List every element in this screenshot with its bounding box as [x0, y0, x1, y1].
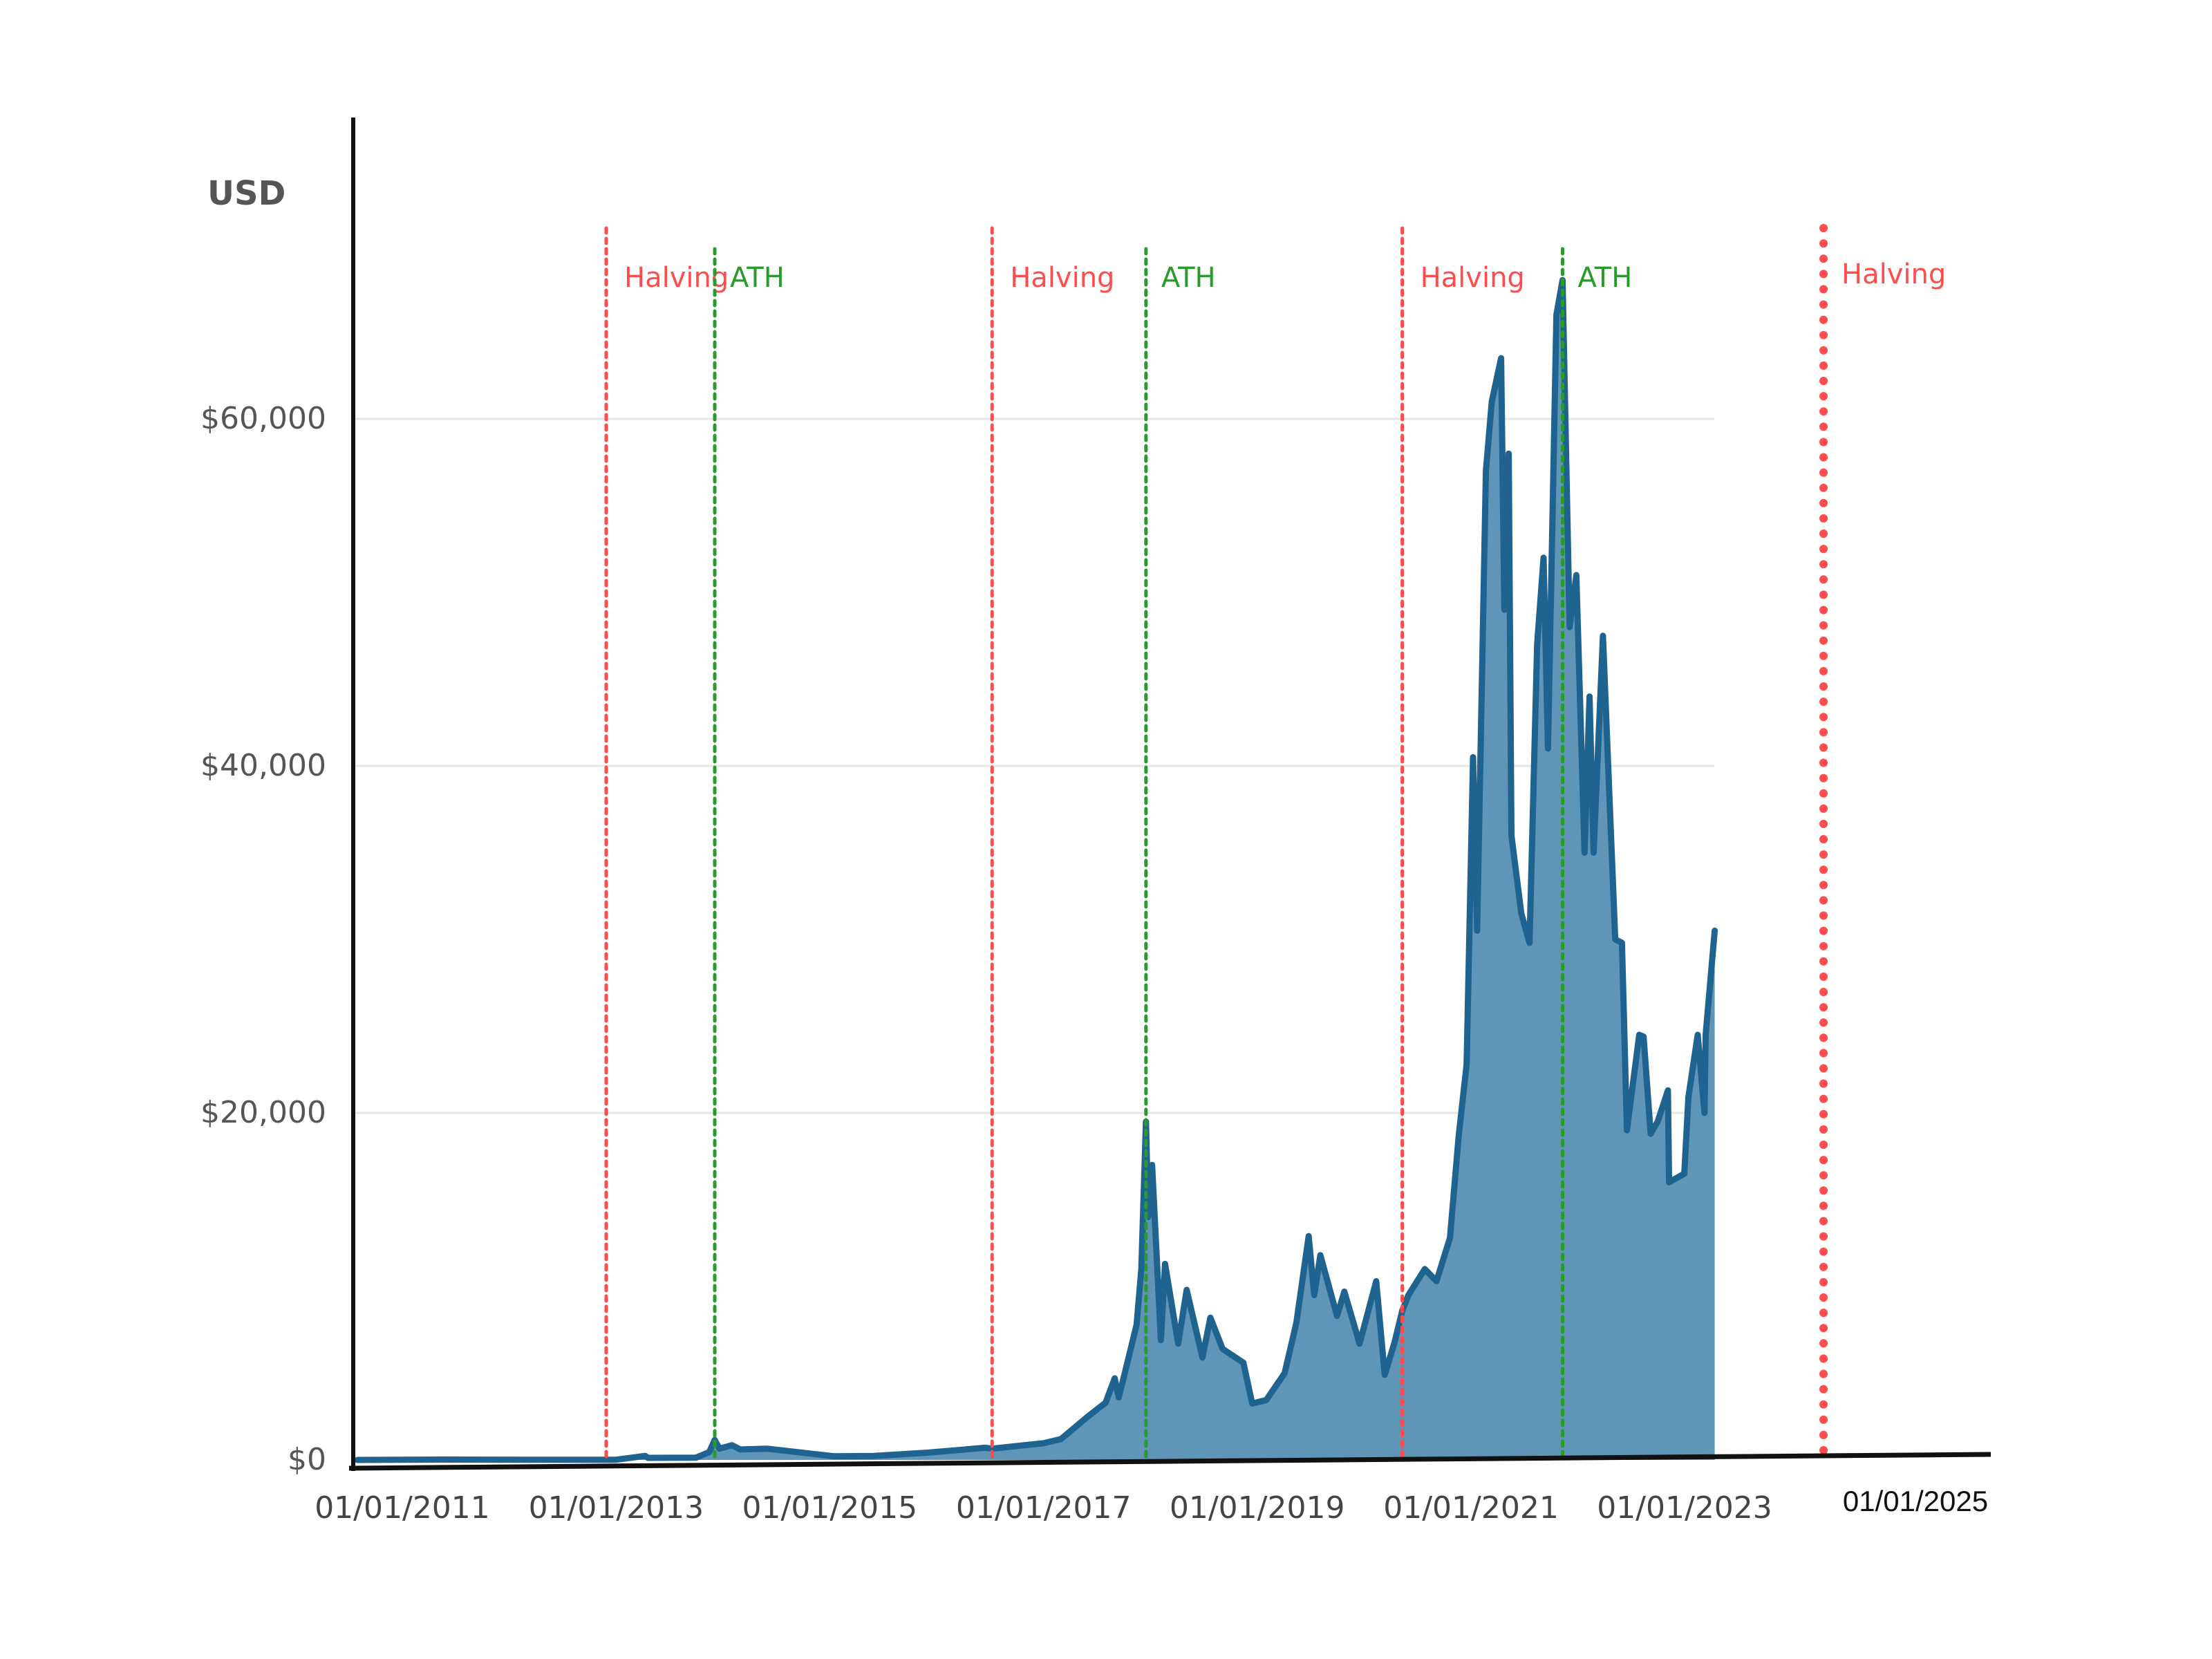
price-area-fill	[357, 280, 1715, 1461]
x-tick-label: 01/01/2019	[1170, 1490, 1345, 1526]
y-tick-label: $40,000	[200, 748, 326, 783]
ath-label: ATH	[1161, 262, 1216, 294]
x-tick-label: 01/01/2025	[1843, 1485, 1988, 1517]
y-tick-label: $0	[288, 1442, 326, 1477]
x-axis-line	[348, 1452, 1991, 1471]
y-tick-label: $20,000	[200, 1095, 326, 1130]
x-tick-label: 01/01/2021	[1383, 1490, 1559, 1526]
x-tick-label: 01/01/2015	[742, 1490, 918, 1526]
price-line	[354, 276, 1718, 1463]
event-markers: Halving ATH Halving ATH Halving ATH Halving	[604, 224, 1946, 1464]
halving-label: Halving	[1421, 262, 1525, 294]
x-tick-label: 01/01/2023	[1597, 1490, 1772, 1526]
y-tick-label: $60,000	[200, 401, 326, 436]
x-tick-label: 01/01/2013	[529, 1490, 704, 1526]
ath-label: ATH	[1578, 262, 1633, 294]
y-unit-label: USD	[207, 174, 285, 213]
x-tick-label: 01/01/2017	[956, 1490, 1132, 1526]
y-tick-labels: $0 $20,000 $40,000 $60,000	[200, 401, 326, 1477]
axes	[348, 118, 1991, 1471]
price-area	[354, 276, 1718, 1463]
halving-label: Halving	[1010, 262, 1114, 294]
ath-label: ATH	[730, 262, 785, 294]
x-tick-labels: 01/01/2011 01/01/2013 01/01/2015 01/01/2017…	[315, 1485, 1988, 1526]
x-tick-label: 01/01/2011	[315, 1490, 490, 1526]
halving-label: Halving	[624, 262, 729, 294]
halving-label: Halving	[1841, 259, 1946, 290]
